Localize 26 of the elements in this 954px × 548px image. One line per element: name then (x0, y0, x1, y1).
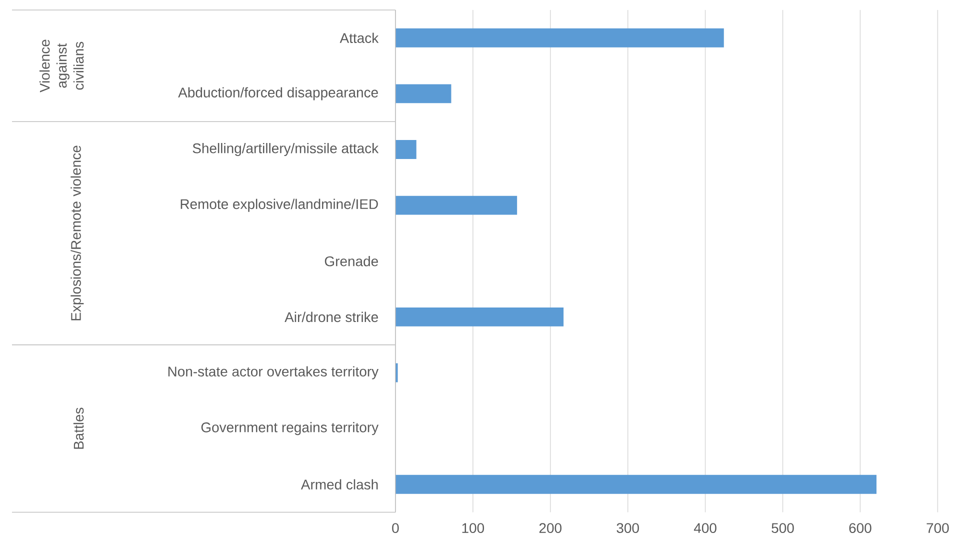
bar (395, 474, 876, 494)
bar (395, 140, 416, 159)
bar (395, 196, 518, 215)
y-tick-label: Grenade (324, 256, 378, 266)
y-tick-label: Air/drone strike (284, 312, 378, 322)
y-tick-label: Abduction/forced disappearance (178, 87, 378, 100)
y-tick-label: Armed clash (300, 479, 378, 490)
x-tick-label: 100 (462, 523, 484, 533)
text: Explosions/Remote violence (70, 146, 84, 320)
x-tick-label: 400 (694, 523, 716, 533)
bar (395, 84, 452, 104)
x-tick-label: 200 (539, 523, 562, 533)
x-tick-label: 600 (849, 523, 872, 533)
bar (395, 307, 564, 326)
y-tick-label: Remote explosive/landmine/IED (180, 198, 378, 212)
y-tick-label: Shelling/artillery/missile attack (192, 142, 379, 156)
x-tick-label: 700 (926, 523, 949, 533)
y-tick-label: Attack (340, 32, 379, 43)
y-tick-label: Government regains territory (201, 422, 379, 435)
text: Battles (73, 408, 84, 449)
bar (395, 28, 724, 48)
text: Violence against civilians (39, 40, 84, 92)
x-tick-label: 500 (772, 523, 794, 533)
x-tick-label: 0 (392, 523, 399, 533)
x-tick-label: 300 (616, 523, 639, 533)
y-tick-label: Non-state actor overtakes territory (168, 366, 379, 380)
